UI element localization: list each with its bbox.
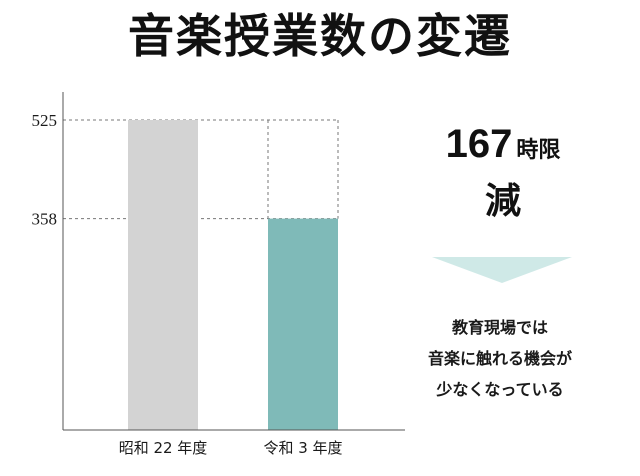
difference-amount: 167 時限 — [408, 120, 598, 176]
note-line: 音楽に触れる機会が — [427, 349, 572, 368]
x-tick-label: 昭和 22 年度 — [119, 439, 208, 457]
down-arrow-icon — [432, 257, 572, 283]
bar — [268, 218, 338, 430]
decrease-word: 減 — [484, 181, 521, 222]
bar — [128, 120, 198, 430]
chart-title: 音楽授業数の変遷 — [128, 9, 512, 63]
y-tick-label: 525 — [32, 111, 58, 130]
y-tick-label: 358 — [32, 210, 58, 229]
note-text: 教育現場では 音楽に触れる機会が 少なくなっている — [400, 312, 600, 405]
note-line: 少なくなっている — [436, 380, 564, 399]
difference-unit: 時限 — [516, 138, 561, 163]
difference-callout: 167 時限 減 — [408, 120, 598, 228]
note-line: 教育現場では — [451, 318, 548, 337]
x-tick-label: 令和 3 年度 — [263, 439, 342, 457]
difference-number: 167 — [445, 122, 513, 166]
